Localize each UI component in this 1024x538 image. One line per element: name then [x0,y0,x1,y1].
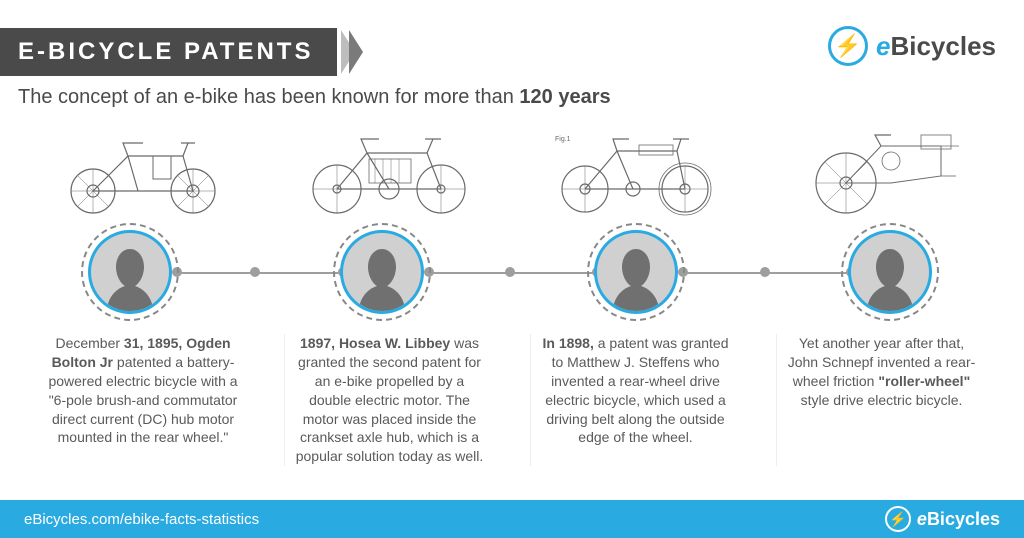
timeline-description: Yet another year after that, John Schnep… [776,334,986,466]
inventor-portrait [848,230,932,314]
portrait-row [0,222,1024,322]
timeline-description: 1897, Hosea W. Libbey was granted the se… [284,334,494,466]
bike-row: Fig.1 [0,128,1024,218]
patent-drawing-1897 [289,128,489,218]
patent-drawing-1899 [781,128,981,218]
page-title: E-BICYCLE PATENTS [0,28,337,76]
chevron-icon [349,30,363,74]
patent-drawing-1895 [43,128,243,218]
description-row: December 31, 1895, Ogden Bolton Jr paten… [0,334,1024,466]
bolt-icon: ⚡ [828,26,868,66]
subtitle: The concept of an e-bike has been known … [18,86,611,109]
svg-text:Fig.1: Fig.1 [555,136,571,143]
timeline-dot [505,267,515,277]
chevron-decoration [341,30,357,74]
patent-drawing-1898: Fig.1 [535,128,735,218]
timeline: Fig.1 Dec [0,128,1024,478]
timeline-dot [760,267,770,277]
inventor-portrait [88,230,172,314]
header-bar: E-BICYCLE PATENTS [0,28,357,76]
footer: eBicycles.com/ebike-facts-statistics ⚡ e… [0,500,1024,538]
footer-url: eBicycles.com/ebike-facts-statistics [24,511,259,528]
inventor-portrait [340,230,424,314]
logo-top: ⚡ eBicycles [828,26,996,66]
timeline-description: In 1898, a patent was granted to Matthew… [530,334,740,466]
timeline-dot [250,267,260,277]
inventor-portrait [594,230,678,314]
logo-text: eBicycles [876,31,996,62]
bolt-icon: ⚡ [885,506,911,532]
footer-logo: ⚡ eBicycles [885,506,1000,532]
timeline-description: December 31, 1895, Ogden Bolton Jr paten… [38,334,248,466]
